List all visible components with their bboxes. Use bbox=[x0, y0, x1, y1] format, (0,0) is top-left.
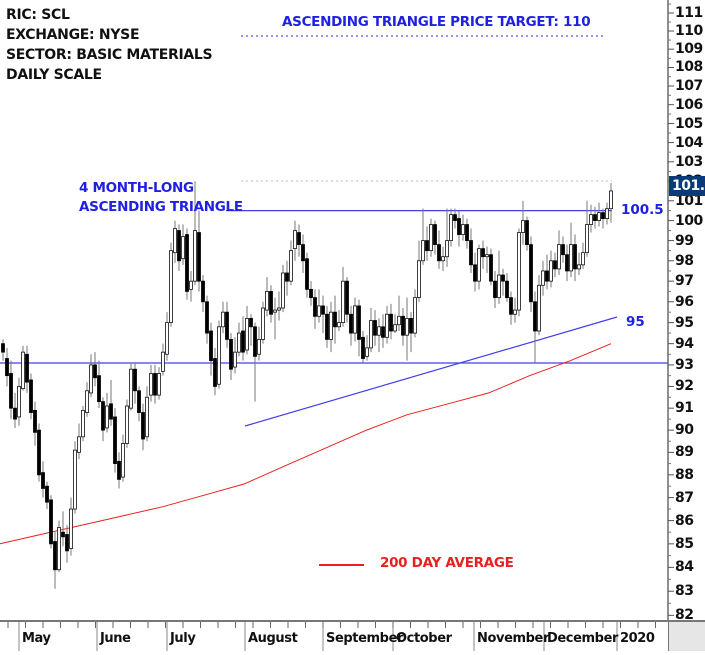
triangle-annotation-line1: 4 MONTH-LONG bbox=[79, 180, 194, 196]
y-tick-label: 91 bbox=[675, 400, 694, 417]
legend-label-ma: 200 DAY AVERAGE bbox=[380, 555, 514, 571]
scale-label: DAILY SCALE bbox=[6, 67, 102, 83]
x-tick-label: June bbox=[100, 631, 131, 646]
triangle-annotation: 4 MONTH-LONG ASCENDING TRIANGLE bbox=[79, 179, 243, 217]
y-tick-label: 88 bbox=[675, 466, 694, 483]
last-price-badge: 101.5 bbox=[669, 176, 705, 196]
x-tick-label: September bbox=[326, 631, 403, 646]
y-tick-label: 100 bbox=[675, 212, 703, 229]
y-tick-label: 92 bbox=[675, 378, 694, 395]
y-tick-label: 110 bbox=[675, 23, 703, 39]
y-tick-label: 84 bbox=[675, 559, 694, 576]
candlesticks bbox=[1, 181, 613, 589]
x-axis bbox=[0, 620, 668, 651]
legend-swatch-ma bbox=[319, 564, 364, 566]
y-tick-label: 97 bbox=[675, 273, 694, 290]
y-tick-label: 103 bbox=[675, 153, 703, 170]
x-tick-label: December bbox=[547, 631, 619, 646]
x-tick-label: July bbox=[170, 631, 196, 646]
horizontal-levels bbox=[0, 35, 668, 364]
y-tick-label: 93 bbox=[675, 356, 694, 373]
x-tick-label: 2020 bbox=[620, 631, 655, 646]
y-tick-label: 85 bbox=[675, 535, 694, 552]
x-axis-ticks bbox=[7, 622, 656, 651]
resistance-label: 100.5 bbox=[621, 202, 664, 218]
y-tick-label: 89 bbox=[675, 444, 694, 461]
y-tick-label: 87 bbox=[675, 489, 694, 506]
y-tick-label: 83 bbox=[675, 583, 694, 600]
y-tick-label: 101 bbox=[675, 192, 703, 209]
y-tick-label: 86 bbox=[675, 512, 694, 529]
x-tick-label: May bbox=[22, 631, 51, 646]
price-target-annotation: ASCENDING TRIANGLE PRICE TARGET: 110 bbox=[282, 14, 591, 30]
y-tick-label: 94 bbox=[675, 335, 694, 352]
support-label: 95 bbox=[626, 314, 645, 330]
y-tick-label: 90 bbox=[675, 422, 694, 439]
y-tick-label: 108 bbox=[675, 59, 703, 76]
y-tick-label: 111 bbox=[675, 5, 703, 21]
y-tick-label: 95 bbox=[675, 314, 694, 331]
y-tick-label: 98 bbox=[675, 252, 694, 269]
y-tick-label: 109 bbox=[675, 41, 703, 58]
exchange-label: EXCHANGE: NYSE bbox=[6, 27, 140, 43]
sector-label: SECTOR: BASIC MATERIALS bbox=[6, 47, 213, 63]
axis-corner bbox=[668, 620, 705, 651]
y-tick-label: 96 bbox=[675, 293, 694, 310]
x-tick-label: November bbox=[477, 631, 549, 646]
y-tick-label: 104 bbox=[675, 134, 703, 151]
y-tick-label: 82 bbox=[675, 607, 694, 624]
moving-average-200 bbox=[0, 343, 612, 545]
triangle-annotation-line2: ASCENDING TRIANGLE bbox=[79, 199, 243, 215]
y-axis bbox=[667, 0, 674, 620]
y-tick-label: 106 bbox=[675, 96, 703, 113]
ascending-trendline bbox=[244, 316, 618, 427]
y-tick-label: 107 bbox=[675, 78, 703, 94]
y-tick-label: 105 bbox=[675, 115, 703, 132]
ric-label: RIC: SCL bbox=[6, 7, 70, 23]
x-tick-label: October bbox=[396, 631, 452, 646]
chart-info: RIC: SCL EXCHANGE: NYSE SECTOR: BASIC MA… bbox=[6, 5, 213, 85]
y-tick-label: 99 bbox=[675, 232, 694, 249]
x-tick-label: August bbox=[248, 631, 298, 646]
